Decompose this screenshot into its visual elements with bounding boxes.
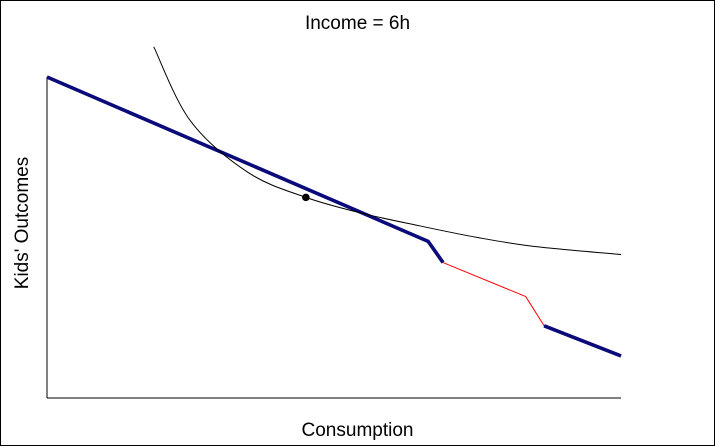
budget-constraint-line [46, 75, 445, 264]
x-axis-label: Consumption [301, 420, 414, 441]
budget-constraint-line [543, 324, 622, 358]
budget-notch-line [442, 262, 545, 327]
y-axis-label: Kids' Outcomes [12, 156, 33, 290]
chart-title: Income = 6h [304, 13, 411, 34]
tangency-point [302, 193, 310, 202]
indifference-curve [153, 46, 622, 256]
